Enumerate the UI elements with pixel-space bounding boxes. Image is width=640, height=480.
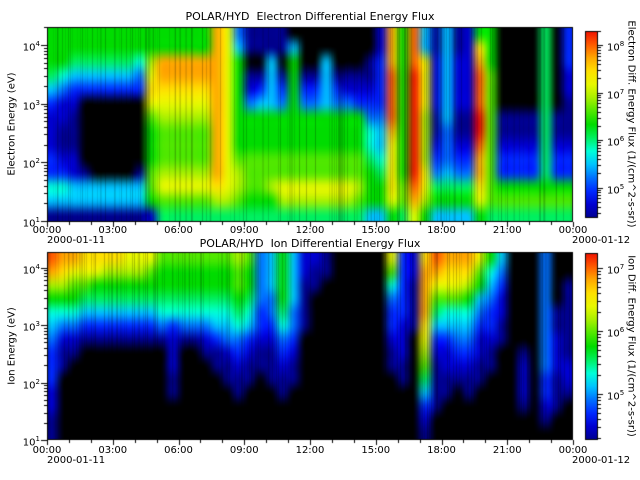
y-tick-label: 102 (22, 378, 40, 392)
ion-date-right: 2000-01-12 (572, 455, 631, 466)
x-tick-label: 15:00 (361, 445, 391, 456)
colorbar-tick-label: 106 (607, 135, 625, 149)
x-tick-label: 00:00 (32, 225, 62, 236)
x-tick-label: 09:00 (229, 445, 259, 456)
ion-panel-title: POLAR/HYD Ion Differential Energy Flux (199, 237, 421, 250)
ion-colorbar-label: Ion Diff. Energy Flux (1/(cm^2-s-sr)) (625, 255, 637, 437)
x-tick-label: 18:00 (427, 225, 456, 236)
y-tick-label: 101 (22, 435, 40, 449)
electron-panel-title: POLAR/HYD Electron Differential Energy F… (185, 10, 435, 23)
x-tick-label: 12:00 (295, 225, 325, 236)
colorbar-tick-label: 105 (607, 389, 625, 403)
electron-colorbar-label: Electron Diff. Energy Flux (1/(cm^2-s-sr… (625, 20, 637, 228)
y-tick-label: 101 (22, 216, 40, 230)
electron-date-right: 2000-01-12 (572, 235, 631, 246)
y-tick-label: 104 (22, 263, 40, 277)
y-tick-label: 102 (22, 157, 40, 171)
colorbar-tick-label: 106 (607, 326, 625, 340)
x-tick-label: 00:00 (32, 445, 62, 456)
colorbar-tick-label: 107 (607, 263, 625, 277)
x-tick-label: 03:00 (98, 445, 128, 456)
y-tick-label: 103 (22, 320, 40, 334)
x-tick-label: 00:00 (558, 225, 588, 236)
x-tick-label: 12:00 (295, 445, 325, 456)
x-tick-label: 09:00 (229, 225, 259, 236)
x-tick-label: 03:00 (98, 225, 128, 236)
y-tick-label: 104 (22, 40, 40, 54)
x-tick-label: 00:00 (558, 445, 588, 456)
x-tick-label: 15:00 (361, 225, 391, 236)
y-tick-label: 103 (22, 99, 40, 113)
x-tick-label: 18:00 (427, 445, 456, 456)
colorbar-tick-label: 105 (607, 183, 625, 197)
x-tick-label: 21:00 (492, 225, 522, 236)
colorbar-tick-label: 108 (607, 40, 625, 54)
x-tick-label: 06:00 (164, 445, 193, 456)
x-tick-label: 21:00 (492, 445, 522, 456)
colorbar-tick-label: 107 (607, 88, 625, 102)
electron-date-left: 2000-01-11 (47, 235, 106, 246)
x-tick-label: 06:00 (164, 225, 193, 236)
ion-date-left: 2000-01-11 (47, 455, 106, 466)
